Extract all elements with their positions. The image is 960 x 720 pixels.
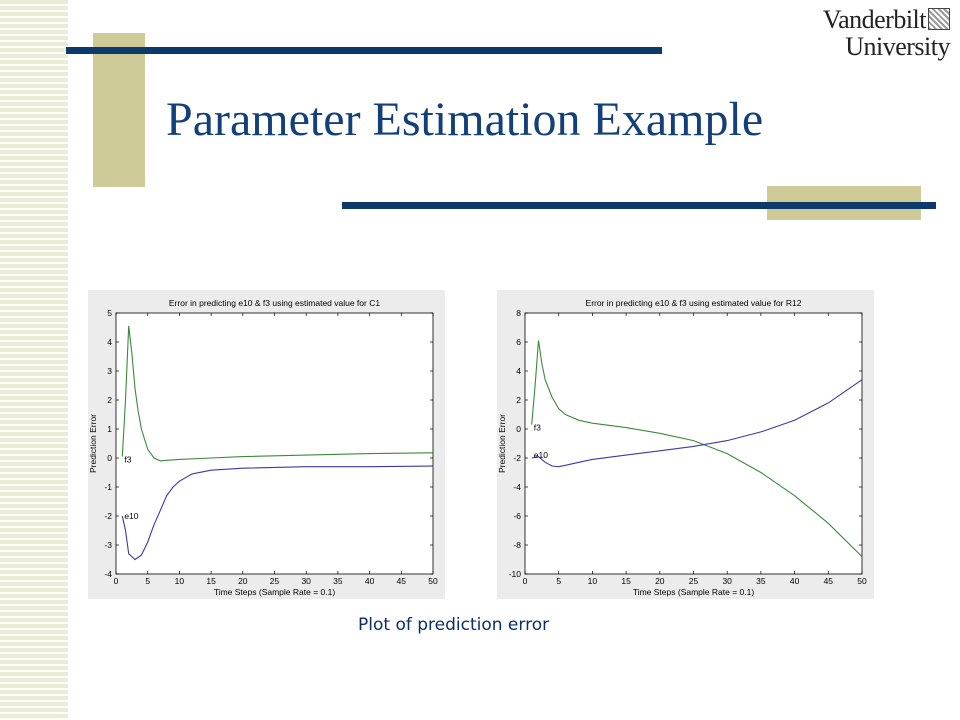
c1-ytick-label: -3: [104, 540, 112, 550]
r12-xtick-label: 30: [722, 576, 732, 586]
r12-xtick-label: 5: [556, 576, 561, 586]
r12-xtick-label: 35: [756, 576, 766, 586]
c1-series-f3: [121, 325, 434, 462]
c1-xtick-label: 50: [428, 576, 438, 586]
c1-xtick-label: 30: [301, 576, 311, 586]
r12-series-e10: [531, 379, 863, 468]
c1-xtick-label: 25: [270, 576, 280, 586]
chart-r12-svg: Error in predicting e10 & f3 using estim…: [497, 290, 874, 599]
c1-series-e10: [121, 465, 434, 561]
c1-xtick-label: 35: [333, 576, 343, 586]
r12-y-axis-label: Prediction Error: [497, 414, 507, 473]
r12-ytick-label: 8: [516, 308, 521, 318]
logo-line2: University: [845, 32, 950, 61]
chart-c1-svg: Error in predicting e10 & f3 using estim…: [88, 290, 445, 599]
r12-plot-area: [524, 312, 863, 575]
c1-series-label-e10: e10: [124, 511, 138, 521]
accent-bar-top: [66, 47, 662, 54]
r12-xtick-label: 45: [824, 576, 834, 586]
r12-xtick-label: 50: [857, 576, 867, 586]
chart-c1: Error in predicting e10 & f3 using estim…: [84, 290, 454, 615]
university-logo: Vanderbilt University: [800, 5, 951, 61]
c1-ytick-label: -2: [104, 511, 112, 521]
chart-r12: Error in predicting e10 & f3 using estim…: [488, 290, 878, 615]
r12-ytick-label: -4: [513, 482, 521, 492]
c1-ytick-label: 4: [107, 337, 112, 347]
r12-chart-title: Error in predicting e10 & f3 using estim…: [586, 298, 802, 308]
c1-xtick-label: 20: [238, 576, 248, 586]
c1-ytick-label: -1: [104, 482, 112, 492]
c1-xtick-label: 15: [206, 576, 216, 586]
r12-xtick-label: 10: [588, 576, 598, 586]
c1-xtick-label: 5: [145, 576, 150, 586]
accent-bar-bottom: [342, 202, 936, 209]
c1-plot-area: [115, 312, 434, 575]
r12-xtick-label: 15: [621, 576, 631, 586]
r12-ytick-label: -6: [513, 511, 521, 521]
c1-ytick-label: 3: [107, 366, 112, 376]
r12-ytick-label: 4: [516, 366, 521, 376]
r12-ytick-label: -2: [513, 453, 521, 463]
figure-caption: Plot of prediction error: [358, 615, 550, 635]
r12-ytick-label: 2: [516, 395, 521, 405]
c1-ytick-label: -4: [104, 569, 112, 579]
r12-series-f3: [531, 340, 863, 557]
r12-ytick-label: 0: [516, 424, 521, 434]
r12-ytick-label: -8: [513, 540, 521, 550]
accent-block-left: [93, 33, 145, 187]
page-title: Parameter Estimation Example: [166, 93, 764, 146]
r12-xtick-label: 20: [655, 576, 665, 586]
logo-line1: Vanderbilt: [822, 5, 927, 34]
r12-xtick-label: 0: [523, 576, 528, 586]
c1-xtick-label: 45: [397, 576, 407, 586]
r12-series-label-e10: e10: [534, 450, 548, 460]
decorative-stripes: [0, 0, 68, 720]
c1-y-axis-label: Prediction Error: [88, 414, 98, 473]
c1-ytick-label: 2: [107, 395, 112, 405]
seal-icon: [928, 8, 950, 30]
r12-xtick-label: 40: [790, 576, 800, 586]
r12-xtick-label: 25: [689, 576, 699, 586]
c1-xtick-label: 10: [175, 576, 185, 586]
c1-xtick-label: 40: [365, 576, 375, 586]
c1-ytick-label: 1: [107, 424, 112, 434]
c1-x-axis-label: Time Steps (Sample Rate = 0.1): [214, 587, 336, 597]
r12-ytick-label: 6: [516, 337, 521, 347]
c1-ytick-label: 0: [107, 453, 112, 463]
c1-chart-title: Error in predicting e10 & f3 using estim…: [169, 298, 380, 308]
c1-ytick-label: 5: [107, 308, 112, 318]
c1-xtick-label: 0: [114, 576, 119, 586]
r12-series-label-f3: f3: [534, 423, 541, 433]
r12-ytick-label: -10: [509, 569, 522, 579]
r12-x-axis-label: Time Steps (Sample Rate = 0.1): [633, 587, 755, 597]
c1-series-label-f3: f3: [124, 454, 131, 464]
